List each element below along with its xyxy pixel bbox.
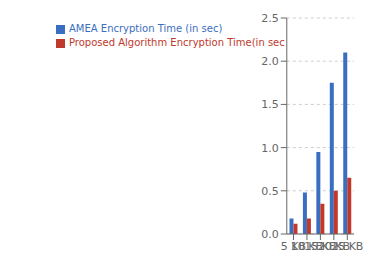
svg-text:1.5: 1.5	[261, 98, 279, 111]
svg-text:0.5: 0.5	[261, 185, 279, 198]
html-text:Proposed Algorithm Encryption: Proposed Algorithm Encryption Time(in se…	[69, 37, 285, 48]
svg-text:25 KB: 25 KB	[331, 240, 363, 253]
svg-text:2.5: 2.5	[261, 12, 279, 25]
svg-text:2.0: 2.0	[261, 55, 279, 68]
svg-text:0.0: 0.0	[261, 228, 279, 241]
svg-text:1.0: 1.0	[261, 142, 279, 155]
html-text:AMEA Encryption Time (in sec): AMEA Encryption Time (in sec)	[69, 23, 223, 34]
